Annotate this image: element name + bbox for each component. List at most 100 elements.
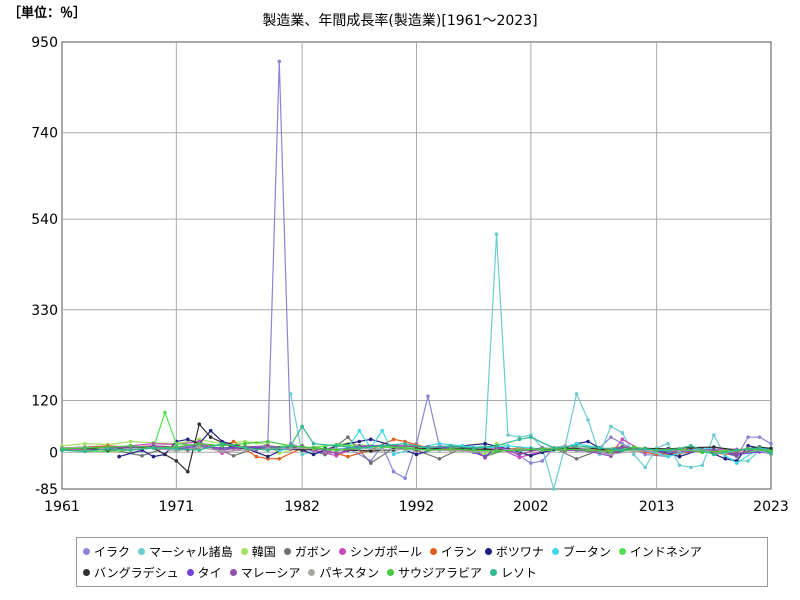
data-point [483, 456, 487, 460]
legend-label: シンガポール [349, 545, 422, 559]
legend-item: マーシャル諸島 [138, 541, 233, 562]
data-point [437, 456, 442, 461]
legend-item: タイ [186, 562, 222, 583]
data-point [620, 448, 625, 452]
data-point [266, 454, 270, 459]
chart-title: 製造業、年間成長率(製造業)[1961～2023] [262, 13, 538, 29]
data-point [277, 456, 282, 461]
data-point [426, 394, 430, 398]
legend: イラク マーシャル諸島 韓国 ガボン シンガポール イラン ボツワナ ブータン インドネシア バン… [76, 537, 768, 587]
data-point [723, 456, 728, 461]
legend-label: インドネシア [629, 545, 702, 559]
data-point [506, 444, 510, 448]
x-tick-label: 1961 [44, 499, 80, 515]
series-line [61, 425, 772, 456]
data-point [243, 441, 247, 446]
data-point [631, 452, 636, 457]
series-layer [60, 59, 773, 492]
data-point [746, 444, 750, 448]
data-point [334, 448, 339, 452]
data-point [380, 444, 384, 448]
data-point [391, 452, 396, 457]
data-point [311, 441, 316, 446]
legend-marker-icon [387, 569, 395, 576]
data-point [163, 410, 167, 415]
data-point [551, 487, 556, 491]
data-point [414, 452, 419, 457]
data-point [380, 428, 384, 433]
y-tick-label: -85 [35, 482, 58, 498]
data-point [712, 452, 716, 457]
data-point [380, 447, 384, 452]
data-point [357, 428, 362, 433]
data-point [734, 451, 739, 456]
data-point [117, 454, 121, 459]
legend-label: ボツワナ [495, 545, 544, 559]
data-point [529, 461, 533, 465]
legend-label: イラク [94, 545, 131, 559]
data-point [574, 392, 579, 396]
data-point [437, 441, 442, 446]
data-point [185, 437, 190, 442]
legend-item: サウジアラビア [387, 562, 482, 583]
data-point [368, 449, 373, 453]
data-point [769, 441, 773, 446]
x-tick-label: 2023 [753, 499, 789, 515]
legend-marker-icon [83, 548, 90, 555]
data-point [666, 454, 670, 459]
data-point [185, 469, 190, 474]
legend-marker-icon [338, 548, 346, 555]
data-point [288, 444, 293, 448]
data-point [597, 446, 602, 450]
data-point [494, 449, 499, 453]
legend-label: パキスタン [319, 566, 380, 580]
data-point [208, 428, 213, 433]
data-point [631, 449, 636, 454]
data-point [529, 435, 533, 439]
legend-label: マレーシア [240, 566, 301, 580]
data-point [517, 455, 522, 460]
data-point [300, 452, 304, 457]
x-tick-label: 2002 [513, 499, 549, 515]
data-point [677, 454, 682, 459]
data-point [220, 449, 224, 454]
data-point [128, 448, 133, 452]
data-point [231, 453, 236, 458]
data-point [620, 437, 625, 442]
legend-marker-icon [484, 548, 492, 555]
data-point [471, 446, 476, 450]
data-point [140, 453, 144, 458]
data-point [174, 459, 179, 463]
data-point [151, 454, 156, 459]
legend-item: バングラデシュ [83, 562, 179, 583]
data-point [403, 441, 407, 446]
data-point [609, 449, 613, 454]
data-point [288, 392, 293, 396]
data-point [769, 451, 773, 456]
data-point [197, 448, 202, 452]
data-point [254, 454, 259, 459]
y-axis-tick-labels: 950 740 540 330 120 0 -85 [31, 35, 58, 498]
data-point [243, 446, 247, 450]
legend-label: サウジアラビア [398, 566, 483, 580]
y-tick-label: 120 [31, 393, 58, 409]
legend-item: インドネシア [618, 541, 702, 562]
legend-item: イラン [429, 541, 477, 562]
data-point [551, 446, 556, 450]
data-point [391, 437, 396, 442]
data-point [746, 435, 750, 439]
data-point [277, 59, 282, 64]
data-point [666, 441, 670, 446]
data-point [300, 448, 304, 452]
data-point [83, 449, 87, 454]
data-point [769, 446, 773, 451]
legend-marker-icon [551, 548, 559, 555]
legend-label: ガボン [294, 545, 331, 559]
legend-label: マーシャル諸島 [149, 545, 233, 559]
legend-label: レソト [501, 566, 538, 580]
data-point [666, 449, 670, 453]
data-point [334, 444, 339, 448]
data-point [174, 441, 179, 446]
data-point [631, 445, 636, 449]
